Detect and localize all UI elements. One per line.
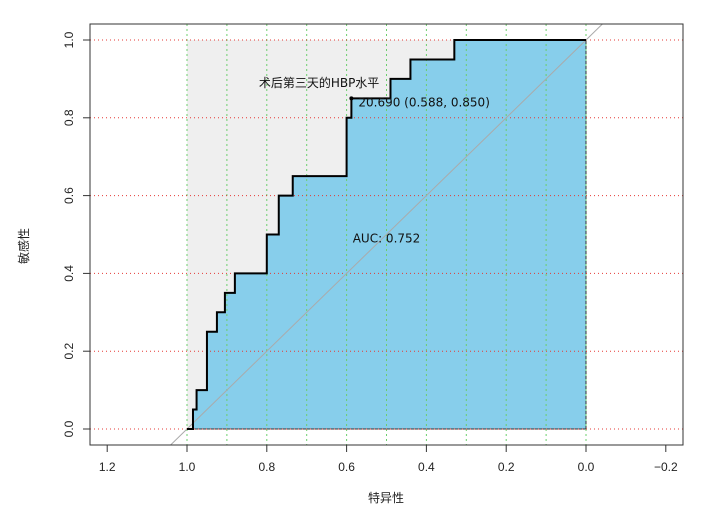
y-tick-label: 1.0: [62, 31, 76, 48]
x-axis: 1.2 1.0 0.8 0.6 0.4 0.2 0.0 −0.2: [99, 444, 678, 474]
best-threshold-label: 20.690 (0.588, 0.850): [358, 95, 490, 109]
x-tick-label: 0.0: [578, 460, 595, 474]
roc-curve: [187, 39, 586, 430]
y-tick-label: 0.2: [62, 343, 76, 360]
y-axis: 0.0 0.2 0.4 0.6 0.8 1.0: [62, 31, 91, 437]
best-threshold-point: [349, 96, 354, 101]
x-tick-label: 0.6: [338, 460, 355, 474]
roc-layer: [187, 39, 586, 430]
reference-layer: [170, 23, 603, 446]
x-tick-label: 1.2: [99, 460, 116, 474]
y-tick-label: 0.8: [62, 109, 76, 126]
y-tick-label: 0.4: [62, 265, 76, 282]
x-axis-title: 特异性: [368, 490, 404, 505]
x-tick-label: 0.4: [418, 460, 435, 474]
x-tick-label: 0.8: [258, 460, 275, 474]
chart-title: 术后第三天的HBP水平: [259, 75, 380, 90]
auc-label: AUC: 0.752: [353, 231, 421, 245]
upper-region-fill: [187, 40, 586, 429]
y-axis-title: 敏感性: [16, 228, 31, 264]
annotations-layer: 术后第三天的HBP水平 20.690 (0.588, 0.850) AUC: 0…: [259, 75, 490, 245]
x-tick-label: −0.2: [654, 460, 678, 474]
y-tick-label: 0.6: [62, 187, 76, 204]
x-tick-label: 0.2: [498, 460, 515, 474]
y-tick-label: 0.0: [62, 420, 76, 437]
x-tick-label: 1.0: [179, 460, 196, 474]
reference-diagonal: [170, 23, 603, 446]
